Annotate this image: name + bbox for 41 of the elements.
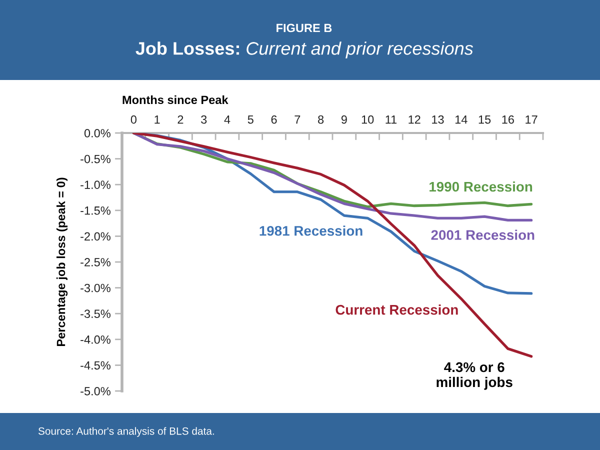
chart-subtitle: FIGURE B bbox=[276, 24, 332, 32]
y-tick-label: -3.5% bbox=[80, 310, 110, 318]
x-tick-label: 2 bbox=[178, 115, 184, 124]
x-tick-label: 6 bbox=[271, 115, 277, 124]
y-axis-title: Percentage job loss (peak = 0) bbox=[56, 178, 68, 346]
y-tick-label: -4.0% bbox=[80, 335, 110, 344]
y-tick-label: -2.0% bbox=[80, 232, 110, 241]
series-label: 1981 Recession bbox=[260, 226, 362, 236]
x-tick-label: 13 bbox=[432, 115, 444, 124]
x-tick-label: 1 bbox=[154, 115, 160, 124]
x-tick-label: 4 bbox=[224, 115, 230, 124]
y-tick-label: -0.5% bbox=[80, 154, 110, 164]
x-tick-label: 16 bbox=[502, 115, 514, 124]
chart-title: Job Losses: Current and prior recessions bbox=[136, 42, 474, 58]
y-tick-label: -3.0% bbox=[80, 284, 110, 292]
y-tick-label: -1.5% bbox=[80, 206, 110, 215]
x-tick-label: 12 bbox=[408, 115, 420, 124]
x-axis-title: Months since Peak bbox=[122, 95, 228, 104]
x-tick-label: 11 bbox=[386, 115, 397, 124]
x-tick-label: 9 bbox=[341, 115, 347, 124]
y-tick-label: 0.0% bbox=[84, 129, 110, 138]
x-tick-label: 10 bbox=[362, 115, 374, 124]
y-tick-label: -4.5% bbox=[80, 361, 110, 370]
x-tick-label: 17 bbox=[526, 115, 538, 124]
x-tick-label: 8 bbox=[318, 115, 324, 124]
y-tick-label: -2.5% bbox=[80, 258, 110, 266]
y-tick-label: -1.0% bbox=[80, 180, 110, 189]
x-tick-label: 15 bbox=[478, 115, 491, 124]
x-tick-label: 5 bbox=[248, 115, 254, 124]
x-tick-label: 0 bbox=[130, 115, 137, 124]
y-tick-label: -5.0% bbox=[80, 387, 110, 396]
x-tick-label: 14 bbox=[455, 115, 468, 124]
line-series bbox=[132, 133, 533, 358]
annotation: 4.3% or 6 million jobs bbox=[436, 362, 512, 390]
x-tick-label: 7 bbox=[294, 115, 300, 124]
series-label: 2001 Recession bbox=[431, 230, 534, 240]
source-note: Source: Author's analysis of BLS data. bbox=[38, 427, 214, 437]
x-tick-label: 3 bbox=[201, 115, 207, 124]
series-label: Current Recession bbox=[336, 304, 458, 315]
series-label: 1990 Recession bbox=[430, 181, 532, 192]
line-series bbox=[132, 133, 533, 222]
